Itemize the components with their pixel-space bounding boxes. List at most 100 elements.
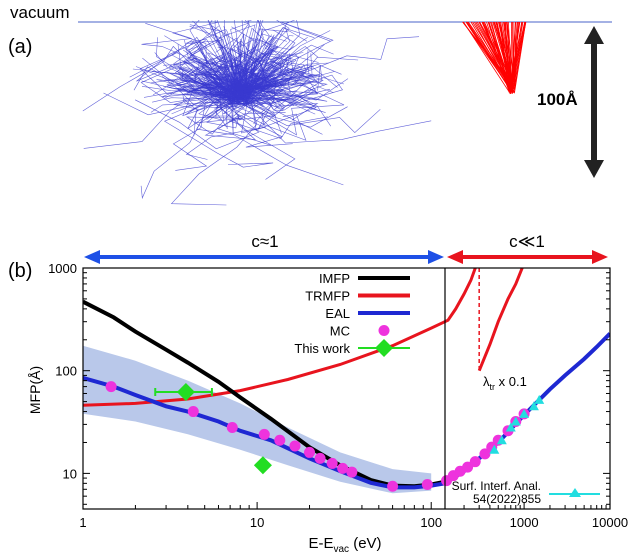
x-tick-label: 1 <box>79 515 86 530</box>
trajectory-path <box>173 98 224 129</box>
eal-curve <box>445 332 610 486</box>
legend-swatch <box>378 325 390 336</box>
trajectory-path-high <box>465 21 513 93</box>
trajectory-path-high <box>484 21 516 90</box>
surf-interf-point <box>505 422 516 432</box>
data-markers <box>105 381 545 492</box>
surf-interf-point <box>528 401 539 411</box>
legend-swatch <box>375 339 393 357</box>
trajectory-path <box>237 37 279 100</box>
trajectory-path <box>132 68 287 100</box>
surf-interf-legend: Surf. Interf. Anal. 54(2022)855 <box>452 479 600 506</box>
trajectory-path <box>238 44 334 92</box>
trajectory-path <box>172 101 232 171</box>
trajectory-path <box>103 81 233 116</box>
lambda-annotation: λtr x 0.1 <box>483 374 527 392</box>
mc-point <box>289 440 301 452</box>
trajectory-path-high <box>499 21 511 92</box>
scale-label: 100Å <box>537 90 578 109</box>
trajectory-path <box>242 20 261 94</box>
trajectory-path <box>184 87 296 180</box>
trajectory-path <box>140 104 226 200</box>
eal-uncertainty-band <box>83 345 432 494</box>
trajectory-path <box>233 20 246 97</box>
trajectory-path <box>244 71 345 136</box>
legend-label: IMFP <box>319 271 350 286</box>
mc-point <box>187 406 199 418</box>
mc-point <box>326 457 338 469</box>
legend-label: EAL <box>325 306 350 321</box>
mc-point <box>346 466 358 478</box>
trajectory-path <box>186 38 248 105</box>
plot-frame <box>82 267 611 510</box>
trajectory-path-high <box>481 21 512 91</box>
trajectory-path-high <box>506 21 513 83</box>
this-work-point <box>253 456 272 475</box>
vacuum-label: vacuum <box>10 3 70 22</box>
mc-point <box>274 434 286 446</box>
trajectory-path <box>246 102 282 134</box>
low-energy-trajectories <box>82 20 432 206</box>
high-energy-trajectories <box>462 21 527 95</box>
surf-interf-label-2: 54(2022)855 <box>473 492 541 506</box>
mc-point <box>387 480 399 492</box>
trajectory-path <box>246 28 289 87</box>
mc-point <box>421 478 433 490</box>
surf-interf-point <box>510 416 521 426</box>
x-tick-label: 10 <box>250 515 264 530</box>
trajectory-path <box>221 74 328 104</box>
mc-point <box>314 452 326 464</box>
mc-point <box>304 446 316 458</box>
trajectory-path <box>238 21 334 95</box>
trajectory-path <box>237 46 318 90</box>
mc-point <box>258 428 270 440</box>
regime-low-arrow <box>84 250 444 264</box>
trajectory-path <box>178 73 348 128</box>
trajectory-path <box>150 78 232 90</box>
surf-interf-point <box>534 394 545 404</box>
surf-interf-label-1: Surf. Interf. Anal. <box>452 479 541 493</box>
legend-label: TRMFP <box>305 289 350 304</box>
band-area <box>83 345 432 494</box>
trajectory-path <box>189 25 245 94</box>
y-tick-label: 100 <box>55 364 77 379</box>
trajectory-path <box>204 68 286 91</box>
mc-point <box>226 421 238 433</box>
trajectory-path <box>191 41 236 103</box>
y-tick-label: 1000 <box>48 261 77 276</box>
trajectory-path <box>134 99 260 150</box>
this-work-point <box>176 383 195 402</box>
trajectory-path <box>233 64 323 100</box>
y-tick-label: 10 <box>63 466 77 481</box>
trajectory-path <box>230 22 250 92</box>
trajectory-path-high <box>501 21 512 84</box>
trajectory-path <box>258 34 319 90</box>
trajectory-path <box>238 100 432 144</box>
trajectory-path <box>188 25 231 97</box>
trajectory-path-high <box>474 21 514 93</box>
trajectory-path <box>251 89 328 111</box>
trajectory-path <box>184 39 240 93</box>
mc-point <box>479 448 491 460</box>
trajectory-path <box>206 98 272 146</box>
trajectory-path-high <box>486 21 511 95</box>
panel-b-label: (b) <box>8 260 32 282</box>
trajectory-path-high <box>510 21 521 86</box>
mc-point <box>469 456 481 468</box>
x-axis-label: E-Evac (eV) <box>308 535 381 555</box>
trajectory-path <box>184 63 257 94</box>
scale-arrow <box>584 26 604 178</box>
trajectory-path-high <box>510 21 526 84</box>
x-tick-label: 100 <box>420 515 442 530</box>
trajectory-path <box>247 64 342 87</box>
x-tick-label: 10000 <box>592 515 628 530</box>
trajectory-path <box>215 33 244 89</box>
trajectory-path <box>243 42 249 98</box>
trajectory-path <box>168 64 242 86</box>
axis-ticks: 1 10 100 1000 10000 10 100 1000 <box>48 261 628 530</box>
mc-point <box>462 461 474 473</box>
legend: IMFP TRMFP EAL MC This work <box>294 271 410 357</box>
legend-label: This work <box>294 341 350 356</box>
x-tick-label: 1000 <box>510 515 539 530</box>
